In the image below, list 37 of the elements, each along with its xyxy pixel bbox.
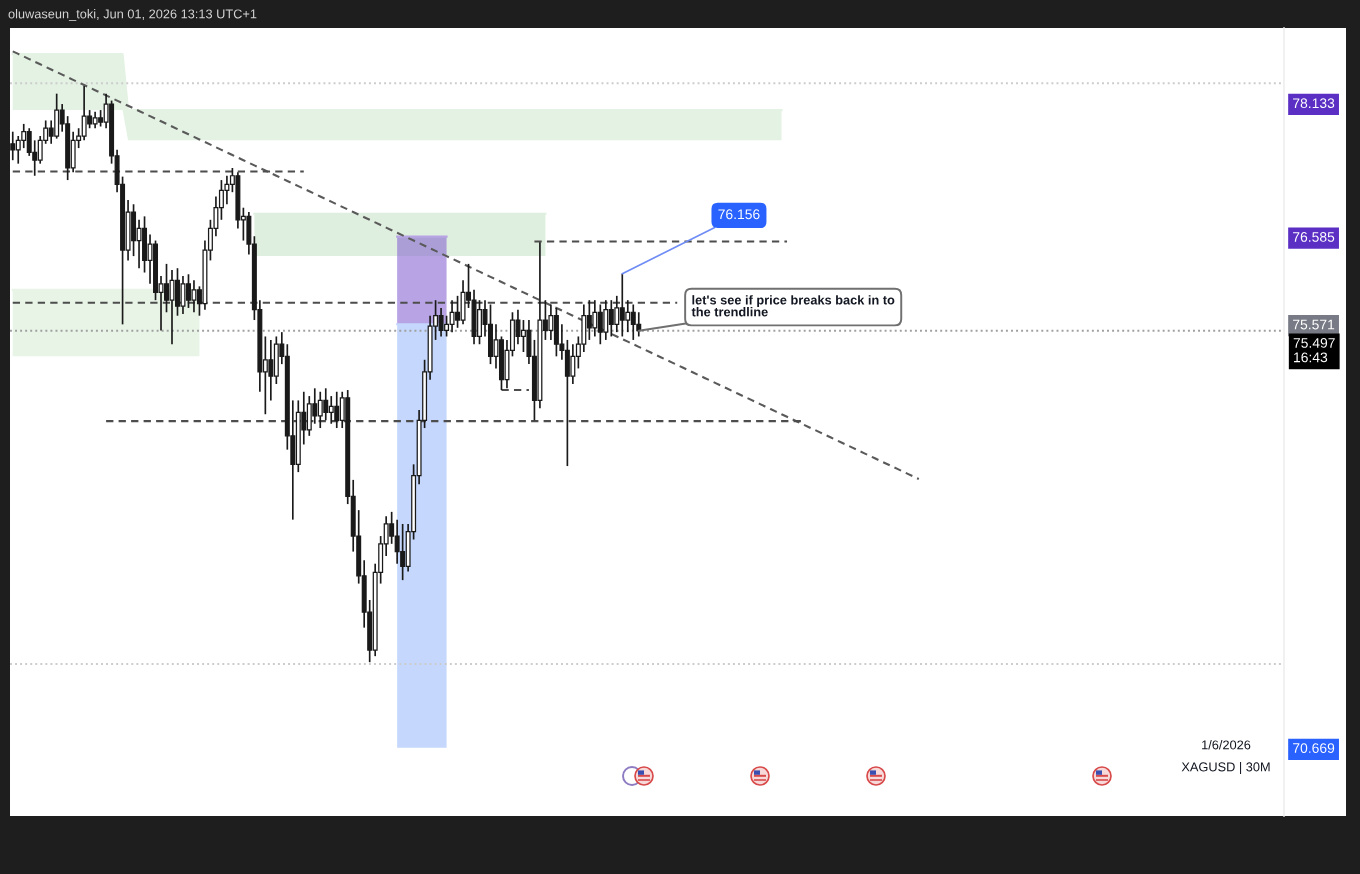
candlestick bbox=[488, 303, 493, 365]
candlestick bbox=[306, 395, 312, 437]
candlestick bbox=[438, 307, 444, 338]
candlestick bbox=[520, 319, 526, 353]
line-series bbox=[11, 50, 920, 481]
candlestick bbox=[603, 299, 609, 341]
candlestick bbox=[312, 387, 318, 425]
candlestick bbox=[553, 307, 559, 358]
candlestick bbox=[619, 272, 625, 338]
candlestick bbox=[597, 303, 603, 346]
candlestick bbox=[323, 387, 329, 422]
candlestick bbox=[334, 390, 340, 429]
candlestick bbox=[169, 269, 175, 346]
candlestick bbox=[191, 279, 197, 314]
candlestick bbox=[70, 130, 76, 174]
candlestick bbox=[455, 295, 461, 329]
candlestick bbox=[548, 303, 554, 341]
candlestick bbox=[147, 233, 153, 285]
candlestick bbox=[317, 390, 323, 429]
candlestick bbox=[586, 299, 592, 341]
candlestick bbox=[136, 218, 142, 270]
candlestick bbox=[185, 273, 191, 309]
candlestick bbox=[515, 308, 521, 346]
candlestick bbox=[625, 299, 631, 333]
candlestick bbox=[477, 299, 483, 346]
candlestick bbox=[54, 92, 60, 140]
candlestick bbox=[328, 395, 334, 425]
candlestick bbox=[630, 303, 636, 341]
candlestick bbox=[449, 299, 455, 333]
candlestick bbox=[180, 275, 186, 315]
candlestick bbox=[592, 299, 598, 338]
candlestick bbox=[608, 299, 614, 338]
candlestick bbox=[87, 109, 93, 130]
candlestick bbox=[10, 130, 16, 162]
candlestick bbox=[81, 85, 87, 142]
candlestick bbox=[400, 523, 406, 581]
candlestick bbox=[570, 343, 576, 385]
